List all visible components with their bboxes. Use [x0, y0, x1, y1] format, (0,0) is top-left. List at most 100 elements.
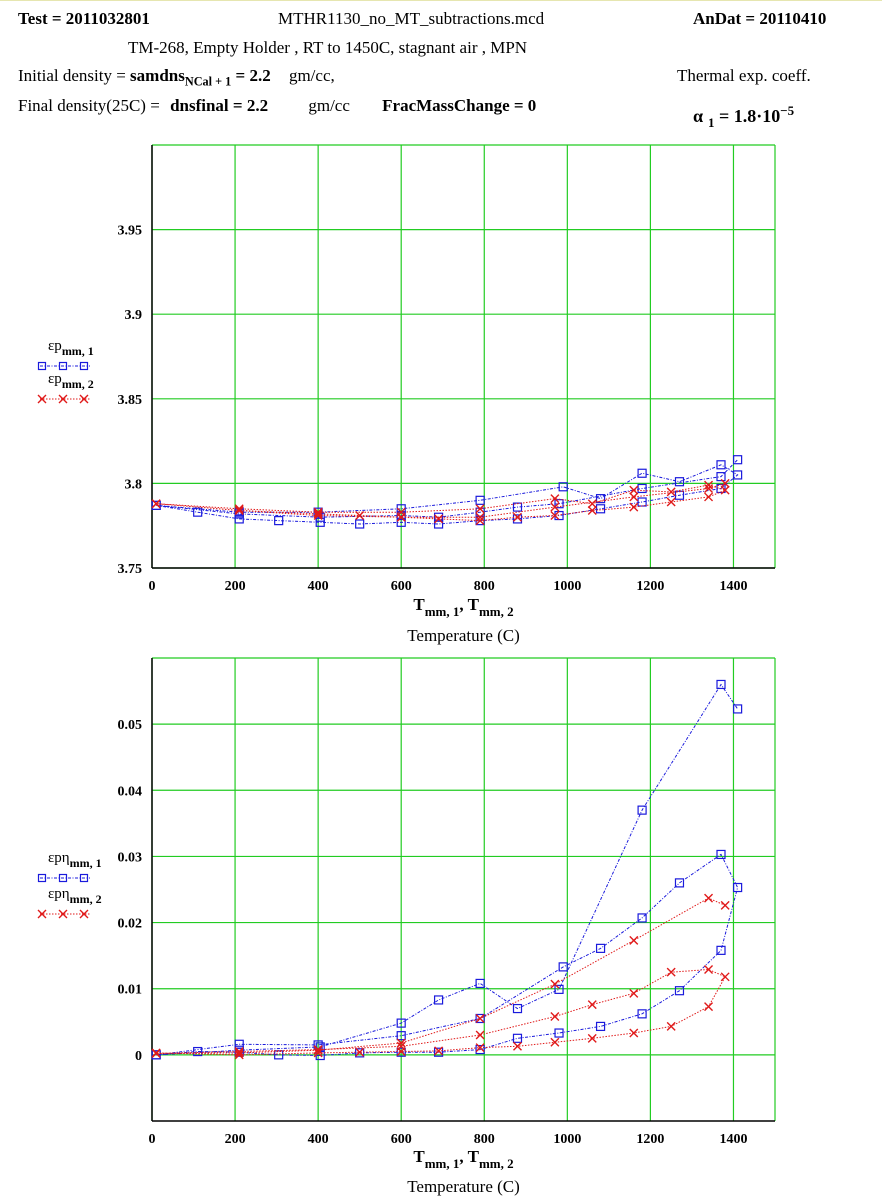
legend-swatch: [37, 909, 90, 919]
data-point: [587, 505, 597, 515]
data-point: [595, 504, 606, 514]
data-point: [704, 965, 714, 975]
y-tick-label: 0: [135, 1049, 142, 1064]
data-point: [433, 512, 444, 522]
data-point: [554, 1028, 564, 1038]
legend-marker: [58, 873, 68, 883]
data-point: [550, 502, 560, 512]
data-point: [704, 893, 714, 903]
data-point: [550, 1037, 560, 1047]
data-point: [704, 483, 714, 493]
data-point: [396, 1031, 406, 1041]
data-point: [733, 470, 743, 480]
x-tick-label: 0: [149, 579, 156, 594]
data-point: [716, 679, 726, 690]
y-tick-label: 0.03: [118, 850, 143, 865]
data-point: [234, 1048, 244, 1058]
x-axis-title: Temperature (C): [407, 626, 520, 645]
data-point: [313, 509, 323, 519]
legend-marker: [58, 909, 68, 919]
initial-density-sub: NCal + 1: [184, 74, 232, 89]
legend-swatch: [37, 394, 90, 404]
data-point: [716, 849, 726, 860]
series-2: [151, 893, 730, 1060]
thermal-label: Thermal exp. coeff.: [677, 66, 811, 85]
x-axis-label: Tmm, 1, Tmm, 2: [413, 1147, 513, 1171]
data-point: [475, 495, 485, 505]
data-point: [629, 935, 639, 945]
x-tick-label: 800: [474, 579, 495, 594]
alpha-symbol: α: [693, 106, 704, 126]
data-point: [313, 507, 323, 517]
data-point: [396, 512, 406, 522]
test-label: Test = 2011032801: [18, 9, 150, 28]
data-point: [512, 1033, 523, 1043]
data-point: [475, 1013, 485, 1024]
data-point: [475, 504, 485, 514]
data-point: [595, 943, 606, 953]
final-density-value: = 2.2: [232, 96, 269, 115]
legend-marker: [37, 394, 47, 404]
y-tick-label: 0.02: [118, 917, 143, 932]
data-point: [637, 483, 647, 494]
data-point: [433, 519, 444, 529]
legend-label: εpmm, 1: [48, 338, 94, 358]
data-point: [674, 986, 685, 996]
y-tick-label: 0.04: [118, 784, 143, 799]
series-1: [151, 679, 743, 1061]
data-point: [674, 878, 685, 888]
data-point: [550, 511, 560, 521]
initial-density-value: = 2.2: [235, 66, 271, 85]
data-point: [151, 499, 161, 509]
data-point: [629, 492, 639, 502]
legend-marker: [79, 394, 89, 404]
data-point: [720, 478, 730, 488]
data-point: [629, 1028, 639, 1038]
initial-density-label: Initial density =: [18, 66, 126, 85]
data-point: [629, 988, 639, 998]
data-point: [396, 1041, 406, 1051]
data-point: [512, 502, 523, 512]
data-point: [595, 1021, 606, 1032]
data-point: [274, 516, 284, 526]
data-point: [666, 1021, 676, 1031]
data-point: [716, 460, 726, 470]
data-point: [550, 494, 560, 504]
data-point: [234, 1050, 244, 1060]
data-point: [550, 1011, 560, 1021]
data-point: [733, 882, 743, 893]
data-point: [720, 972, 730, 982]
initial-density-row: Initial density = samdnsNCal + 1 = 2.2 g…: [18, 66, 335, 89]
legend-marker: [79, 361, 89, 371]
x-tick-label: 800: [474, 1132, 495, 1147]
legend-marker: [58, 361, 68, 371]
data-point: [587, 1033, 597, 1043]
x-tick-label: 200: [225, 579, 246, 594]
data-point: [313, 511, 323, 521]
data-point: [151, 1049, 161, 1059]
data-point: [637, 805, 647, 815]
x-tick-label: 400: [308, 579, 329, 594]
series-line: [156, 683, 739, 1057]
x-tick-label: 0: [149, 1132, 156, 1147]
legend-marker: [37, 361, 47, 371]
data-point: [629, 502, 639, 512]
legend-swatch: [37, 361, 90, 371]
data-point: [558, 482, 568, 492]
alpha-exp: −5: [780, 103, 795, 118]
data-point: [475, 978, 485, 989]
data-point: [475, 1013, 485, 1023]
filename: MTHR1130_no_MT_subtractions.mcd: [278, 9, 545, 28]
data-point: [475, 516, 485, 526]
data-point: [629, 485, 639, 495]
frac-mass-change: FracMassChange = 0: [382, 96, 537, 115]
x-tick-label: 1000: [553, 579, 581, 594]
data-point: [193, 507, 203, 517]
final-density-label: Final density(25C) =: [18, 96, 160, 115]
data-point: [433, 995, 444, 1005]
data-point: [434, 514, 444, 524]
data-point: [151, 1050, 161, 1060]
data-point: [716, 945, 726, 955]
data-point: [355, 519, 365, 529]
